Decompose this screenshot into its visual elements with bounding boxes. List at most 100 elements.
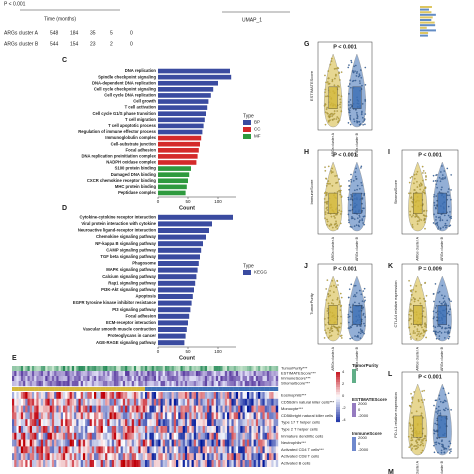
dot: [325, 299, 328, 301]
heat-cell: [34, 453, 37, 461]
heat-cell: [178, 398, 181, 406]
heat-cell: [260, 419, 263, 427]
heat-cell: [89, 381, 92, 387]
heat-cell: [200, 432, 203, 440]
dot: [348, 104, 350, 106]
heat-cell: [20, 446, 24, 454]
dot: [422, 427, 425, 430]
dot: [434, 223, 437, 225]
heat-cell: [113, 405, 117, 413]
heat-cell: [71, 439, 75, 447]
heat-cell: [269, 439, 272, 447]
heat-cell: [180, 381, 183, 387]
heat-cell: [269, 446, 272, 454]
heat-cell: [133, 398, 137, 406]
heat-cell: [187, 398, 190, 406]
heat-cell: [173, 446, 177, 454]
heat-cell: [98, 381, 101, 387]
dot: [329, 290, 331, 292]
dot: [348, 111, 351, 114]
heat-cell: [233, 398, 237, 406]
heat-cell: [34, 392, 37, 399]
heat-cell: [142, 398, 146, 406]
heat-cell: [85, 446, 88, 454]
heat-cell: [74, 426, 77, 433]
heat-cell: [100, 446, 104, 454]
dot: [445, 407, 447, 410]
heat-cell: [34, 398, 37, 406]
dot: [357, 75, 360, 78]
heat-cell: [47, 366, 50, 372]
dot: [347, 122, 350, 124]
box: [328, 305, 338, 325]
heat-cell: [189, 453, 192, 461]
heat-cell: [96, 419, 99, 427]
dot: [450, 300, 452, 303]
heat-cell: [131, 405, 135, 413]
heat-cell: [169, 371, 172, 377]
cluster-cell: [231, 387, 234, 391]
dot: [436, 199, 438, 202]
heat-cell: [29, 460, 33, 467]
heat-cell: [16, 432, 19, 440]
heat-cell: [69, 460, 73, 467]
dot: [337, 326, 340, 328]
heat-cell: [122, 460, 126, 467]
dot: [437, 411, 439, 413]
heat-cell: [78, 405, 81, 413]
heat-cell: [36, 439, 39, 447]
dot: [335, 286, 338, 288]
heat-cell: [204, 460, 208, 467]
heat-cell: [202, 419, 206, 427]
heat-cell: [231, 446, 234, 454]
heat-cell: [116, 376, 119, 382]
cluster-cell: [87, 387, 90, 391]
heat-cell: [249, 376, 252, 382]
heat-cell: [69, 453, 73, 461]
heat-cell: [133, 446, 137, 454]
heat-cell: [176, 432, 179, 440]
heat-cell: [85, 432, 88, 440]
heat-cell: [262, 419, 265, 427]
heat-cell: [251, 439, 254, 447]
dot: [444, 327, 447, 330]
heat-cell: [182, 426, 186, 433]
dot: [353, 285, 356, 287]
dot: [353, 120, 356, 123]
heat-cell: [200, 392, 203, 399]
heat-cell: [233, 392, 237, 399]
heat-cell: [145, 446, 148, 454]
heat-cell: [178, 412, 181, 420]
heat-cell: [195, 405, 199, 413]
heat-cell: [131, 398, 135, 406]
dot: [418, 335, 421, 338]
heat-cell: [138, 376, 141, 382]
heat-cell: [191, 439, 194, 447]
heat-cell: [74, 453, 77, 461]
dot: [432, 310, 435, 313]
dot: [363, 301, 366, 303]
heat-cell: [100, 392, 104, 399]
heat-cell: [171, 439, 175, 447]
heat-cell: [12, 426, 15, 433]
dot: [339, 101, 342, 104]
heat-cell: [231, 366, 234, 372]
heat-cell: [164, 371, 168, 377]
dot: [419, 188, 422, 191]
heat-cell: [51, 412, 55, 420]
heat-cell: [215, 405, 219, 413]
cluster-cell: [113, 387, 117, 391]
heat-cell: [40, 371, 44, 377]
heat-cell: [116, 426, 119, 433]
dot: [350, 105, 353, 108]
heat-cell: [96, 376, 99, 382]
heat-cell: [74, 405, 77, 413]
heat-cell: [238, 392, 241, 399]
bar: [158, 111, 206, 117]
heat-cell: [242, 426, 245, 433]
heat-cell: [82, 376, 86, 382]
heat-cell: [131, 419, 135, 427]
panel-letter: L: [388, 371, 393, 378]
heat-cell: [45, 426, 48, 433]
heat-cell: [213, 366, 217, 372]
